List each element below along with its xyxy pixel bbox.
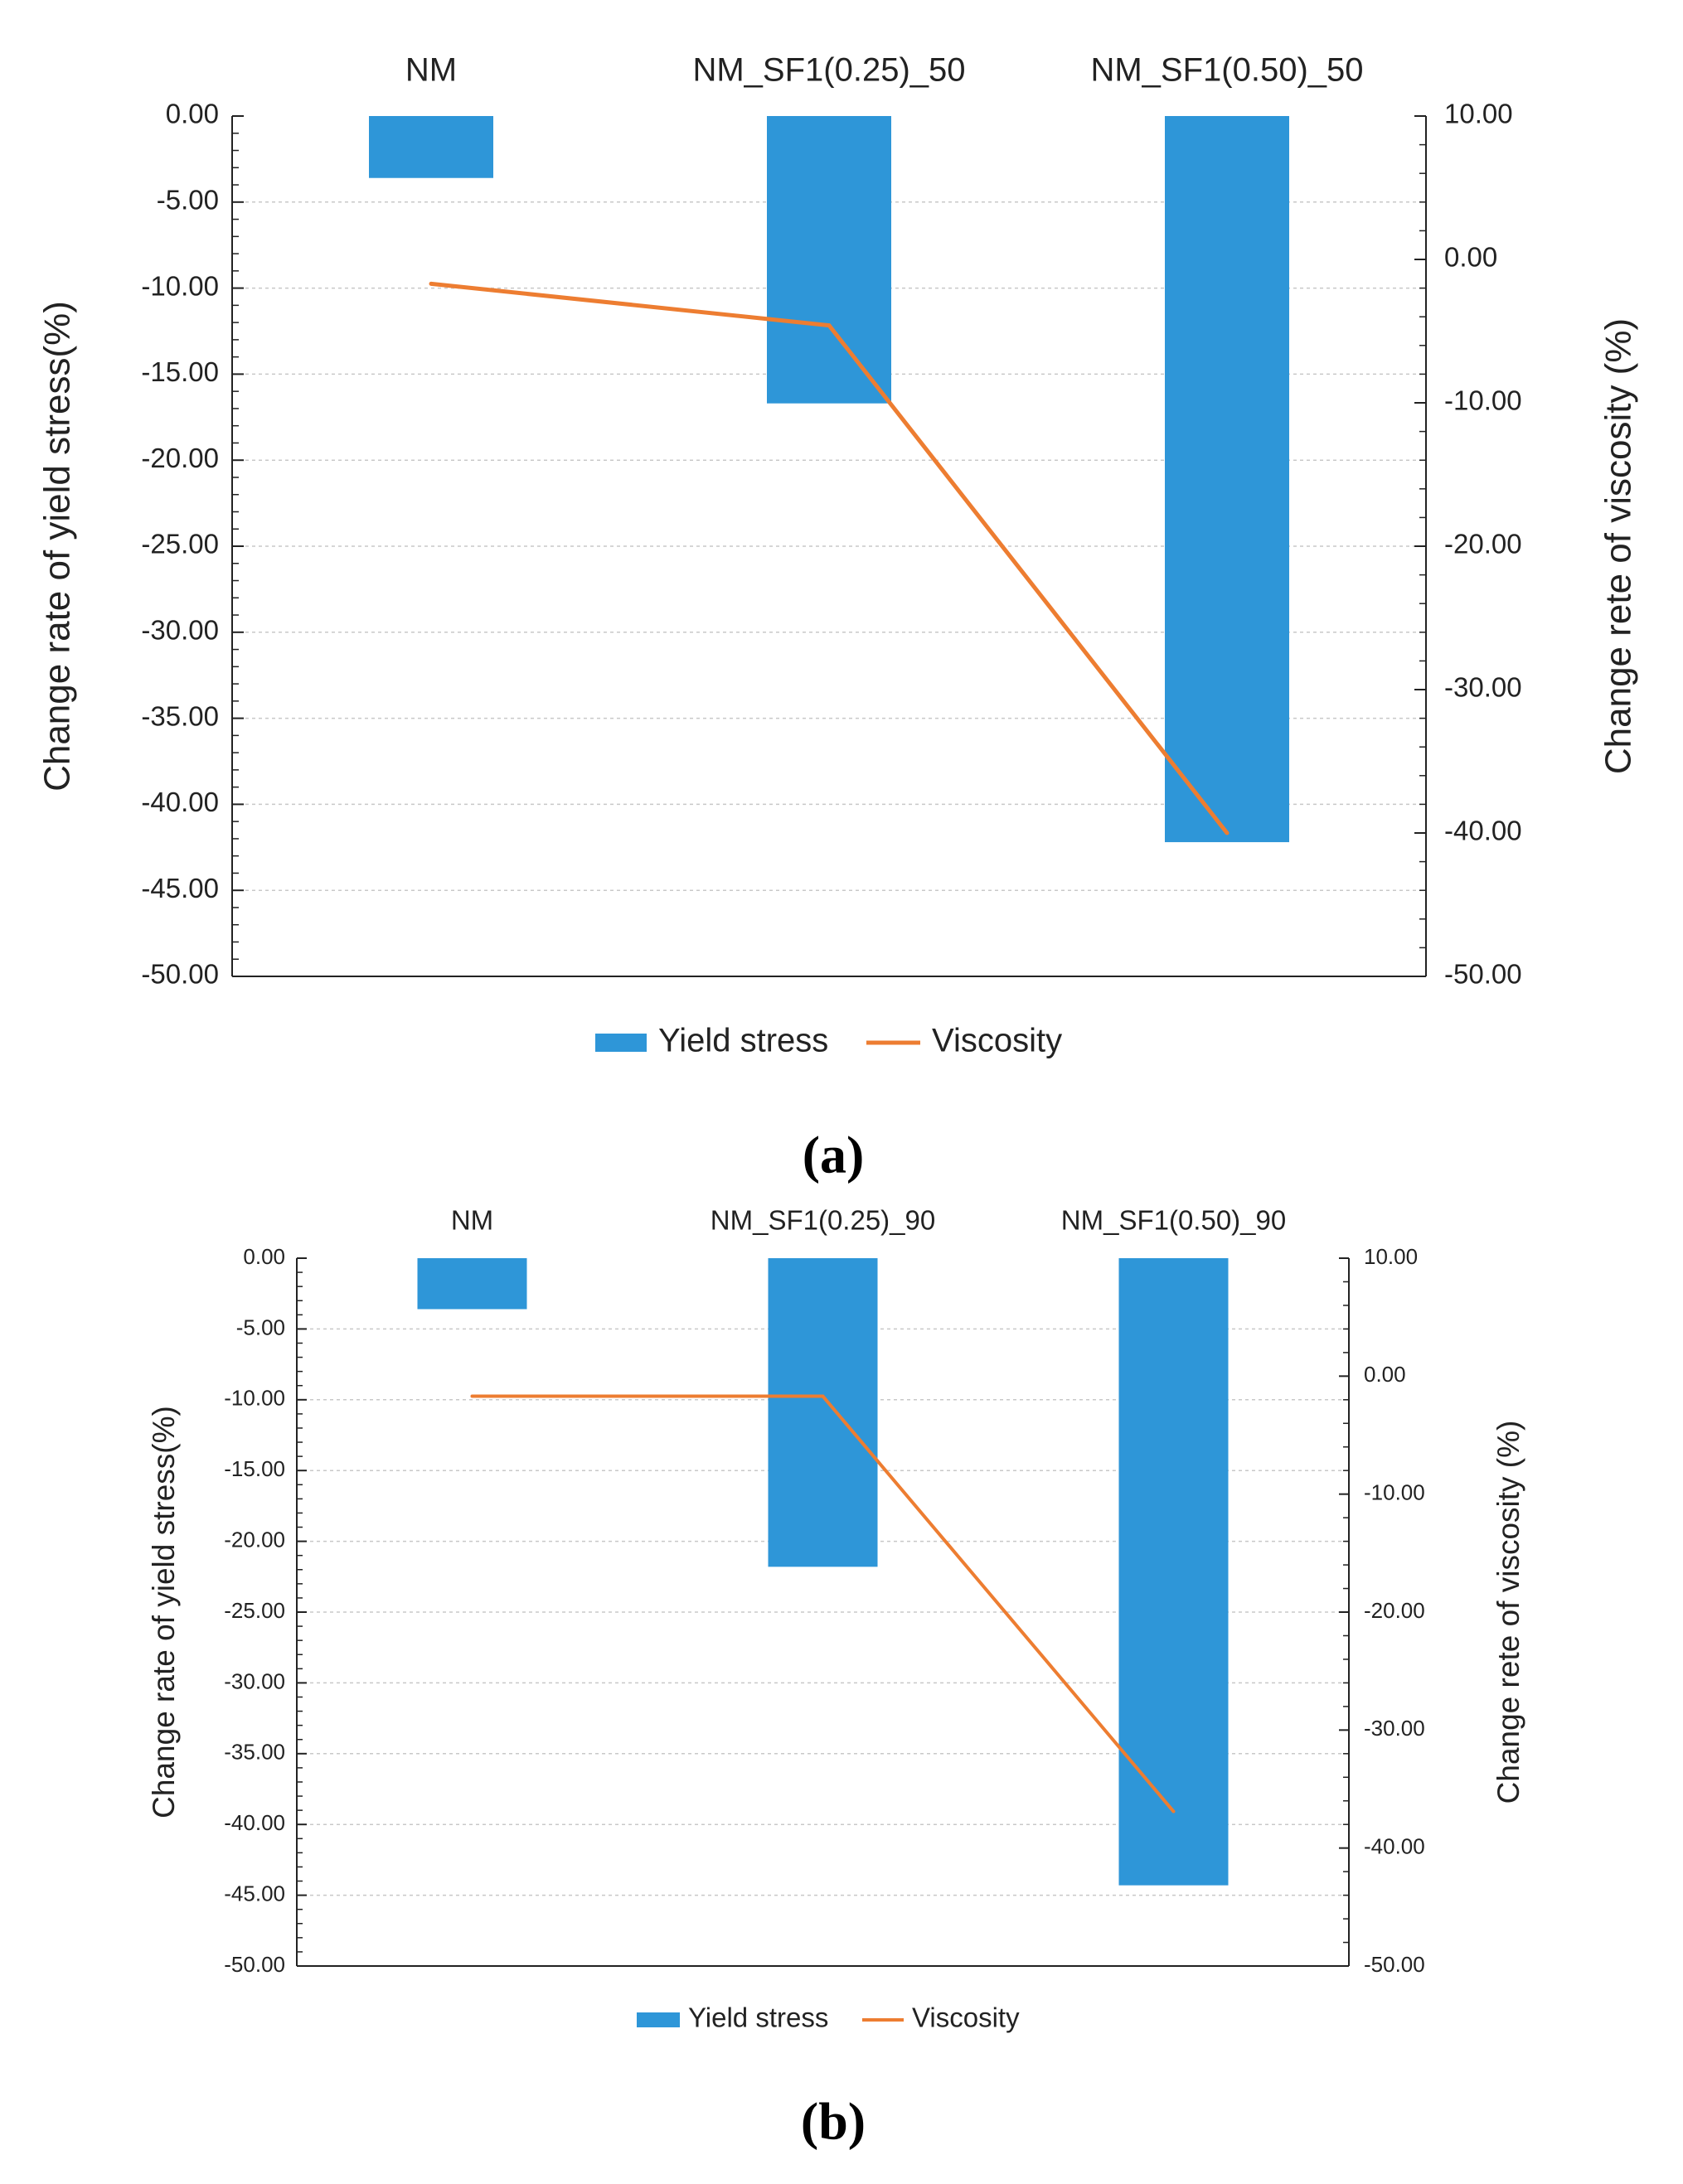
right-tick-label: -20.00	[1444, 529, 1522, 559]
left-tick-label: -40.00	[224, 1810, 285, 1835]
panel-caption-a: (a)	[803, 1126, 865, 1184]
left-tick-label: -50.00	[141, 959, 219, 990]
right-tick-label: 10.00	[1364, 1244, 1418, 1269]
right-tick-label: -40.00	[1444, 816, 1522, 846]
left-tick-label: 0.00	[243, 1244, 285, 1269]
category-label-2: NM_SF1(0.50)_90	[1061, 1205, 1286, 1236]
bar-yield-stress-2	[1165, 116, 1289, 843]
left-tick-label: -5.00	[236, 1315, 285, 1339]
legend-swatch-yield-stress	[595, 1034, 647, 1052]
right-tick-label: 0.00	[1444, 242, 1497, 273]
category-label-0: NM	[451, 1205, 493, 1236]
left-tick-label: -5.00	[157, 185, 219, 215]
right-tick-label: -10.00	[1364, 1480, 1425, 1505]
panel-caption-b: (b)	[801, 2092, 866, 2151]
right-axis-title: Change rete of viscosity (%)	[1491, 1421, 1525, 1804]
bar-yield-stress-2	[1118, 1258, 1229, 1886]
category-label-2: NM_SF1(0.50)_50	[1090, 52, 1363, 89]
left-tick-label: -25.00	[141, 529, 219, 559]
bar-yield-stress-0	[417, 1258, 527, 1310]
right-tick-label: -10.00	[1444, 385, 1522, 416]
right-tick-label: -20.00	[1364, 1598, 1425, 1623]
chart-panel-a: 0.00 -5.00 -10.00 -15.00 -20.00 -25.00 -30.00 -…	[37, 52, 1639, 1184]
legend-label-viscosity: Viscosity	[932, 1023, 1062, 1059]
left-tick-label: -15.00	[224, 1456, 285, 1481]
left-tick-label: -45.00	[224, 1881, 285, 1906]
category-label-1: NM_SF1(0.25)_50	[692, 52, 965, 89]
left-tick-label: -20.00	[141, 443, 219, 473]
right-tick-label: -40.00	[1364, 1834, 1425, 1859]
left-tick-label: -45.00	[141, 873, 219, 903]
point-viscosity-0	[429, 281, 434, 286]
left-tick-label: -10.00	[141, 270, 219, 301]
right-tick-label: -50.00	[1364, 1952, 1425, 1977]
left-tick-label: -35.00	[224, 1740, 285, 1765]
left-tick-label: -35.00	[141, 700, 219, 731]
right-tick-label: -50.00	[1444, 959, 1522, 990]
legend-label-yield-stress: Yield stress	[688, 2002, 828, 2033]
left-tick-label: -50.00	[224, 1952, 285, 1977]
bar-yield-stress-1	[767, 116, 891, 404]
category-label-1: NM_SF1(0.25)_90	[711, 1205, 935, 1236]
left-tick-label: -30.00	[224, 1668, 285, 1693]
legend-label-viscosity: Viscosity	[912, 2002, 1020, 2033]
right-axis-title: Change rete of viscosity (%)	[1598, 318, 1639, 774]
right-tick-label: -30.00	[1444, 672, 1522, 703]
point-viscosity-1	[827, 323, 832, 328]
right-tick-label: 0.00	[1364, 1362, 1406, 1387]
category-label-0: NM	[405, 52, 457, 89]
left-axis-title: Change rate of yield stress(%)	[147, 1406, 181, 1818]
bar-yield-stress-1	[768, 1258, 878, 1567]
point-viscosity-0	[470, 1394, 474, 1398]
legend-swatch-yield-stress	[637, 2012, 680, 2027]
left-tick-label: -15.00	[141, 356, 219, 387]
point-viscosity-2	[1225, 831, 1230, 835]
point-viscosity-1	[821, 1394, 825, 1398]
left-tick-label: -10.00	[224, 1386, 285, 1411]
bar-yield-stress-0	[369, 116, 493, 178]
left-tick-label: -30.00	[141, 615, 219, 646]
left-tick-label: -20.00	[224, 1527, 285, 1552]
left-axis-title: Change rate of yield stress(%)	[37, 301, 78, 792]
legend-label-yield-stress: Yield stress	[658, 1023, 828, 1059]
point-viscosity-2	[1171, 1809, 1176, 1814]
chart-panel-b: 0.00 -5.00 -10.00 -15.00 -20.00 -25.00 -30.00 -…	[147, 1205, 1525, 2151]
right-tick-label: 10.00	[1444, 99, 1513, 129]
left-tick-label: -40.00	[141, 787, 219, 817]
left-tick-label: -25.00	[224, 1598, 285, 1623]
left-tick-label: 0.00	[166, 99, 219, 129]
right-tick-label: -30.00	[1364, 1716, 1425, 1741]
